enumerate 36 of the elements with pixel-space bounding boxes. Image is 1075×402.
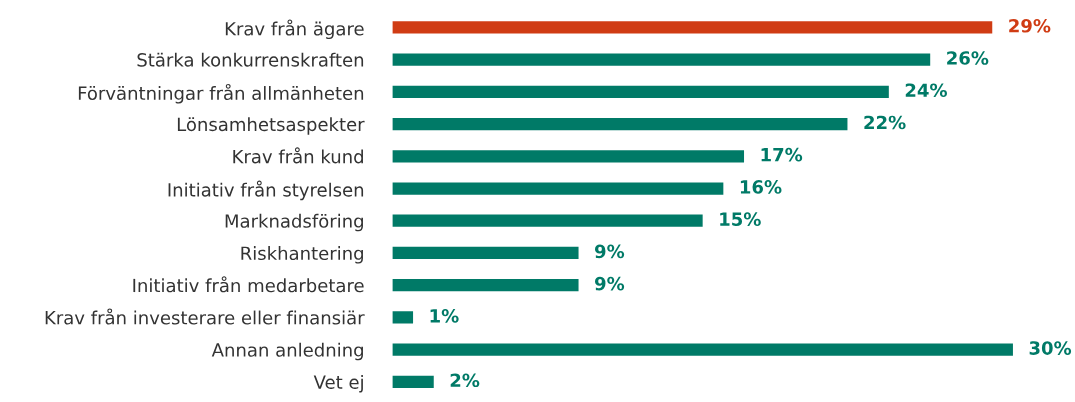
data-label: 9% (594, 244, 625, 259)
data-label: 17% (761, 147, 803, 162)
bar (392, 279, 579, 292)
y-tick-label: Vet ej (313, 375, 363, 393)
data-label: 9% (594, 276, 625, 291)
bar (392, 246, 579, 260)
data-label: 22% (864, 115, 906, 130)
y-tick-label: Förväntningar från allmänheten (78, 83, 364, 104)
y-tick-label: Krav från ägare (225, 19, 364, 40)
y-tick-label: Stärka konkurrenskraften (137, 52, 364, 67)
y-tick-label: Krav från investerare eller finansiär (45, 308, 365, 325)
bar (392, 150, 745, 163)
data-label: 30% (1029, 341, 1072, 355)
y-tick-label: Initiativ från medarbetare (133, 276, 364, 293)
y-tick-label: Lönsamhetsaspekter (177, 117, 365, 135)
y-tick-label: Annan anledning (211, 342, 363, 361)
y-tick-label: Krav från kund (233, 147, 363, 164)
data-label: 2% (450, 373, 480, 388)
bar (392, 117, 848, 131)
bar (392, 53, 931, 66)
data-label: 1% (430, 309, 459, 323)
bar (392, 85, 889, 98)
bar (392, 214, 703, 227)
data-label: 26% (947, 51, 989, 65)
bar (392, 343, 1013, 356)
data-label: 29% (1009, 18, 1051, 33)
data-label: 15% (720, 212, 761, 226)
y-tick-label: Marknadsföring (225, 213, 363, 232)
bar (392, 21, 993, 34)
y-tick-label: Initiativ från styrelsen (168, 180, 364, 201)
bar (392, 182, 724, 195)
data-label: 16% (740, 180, 782, 194)
data-label: 24% (905, 83, 947, 98)
bar (392, 375, 434, 388)
bar (392, 311, 414, 324)
y-tick-label: Riskhantering (241, 246, 363, 264)
